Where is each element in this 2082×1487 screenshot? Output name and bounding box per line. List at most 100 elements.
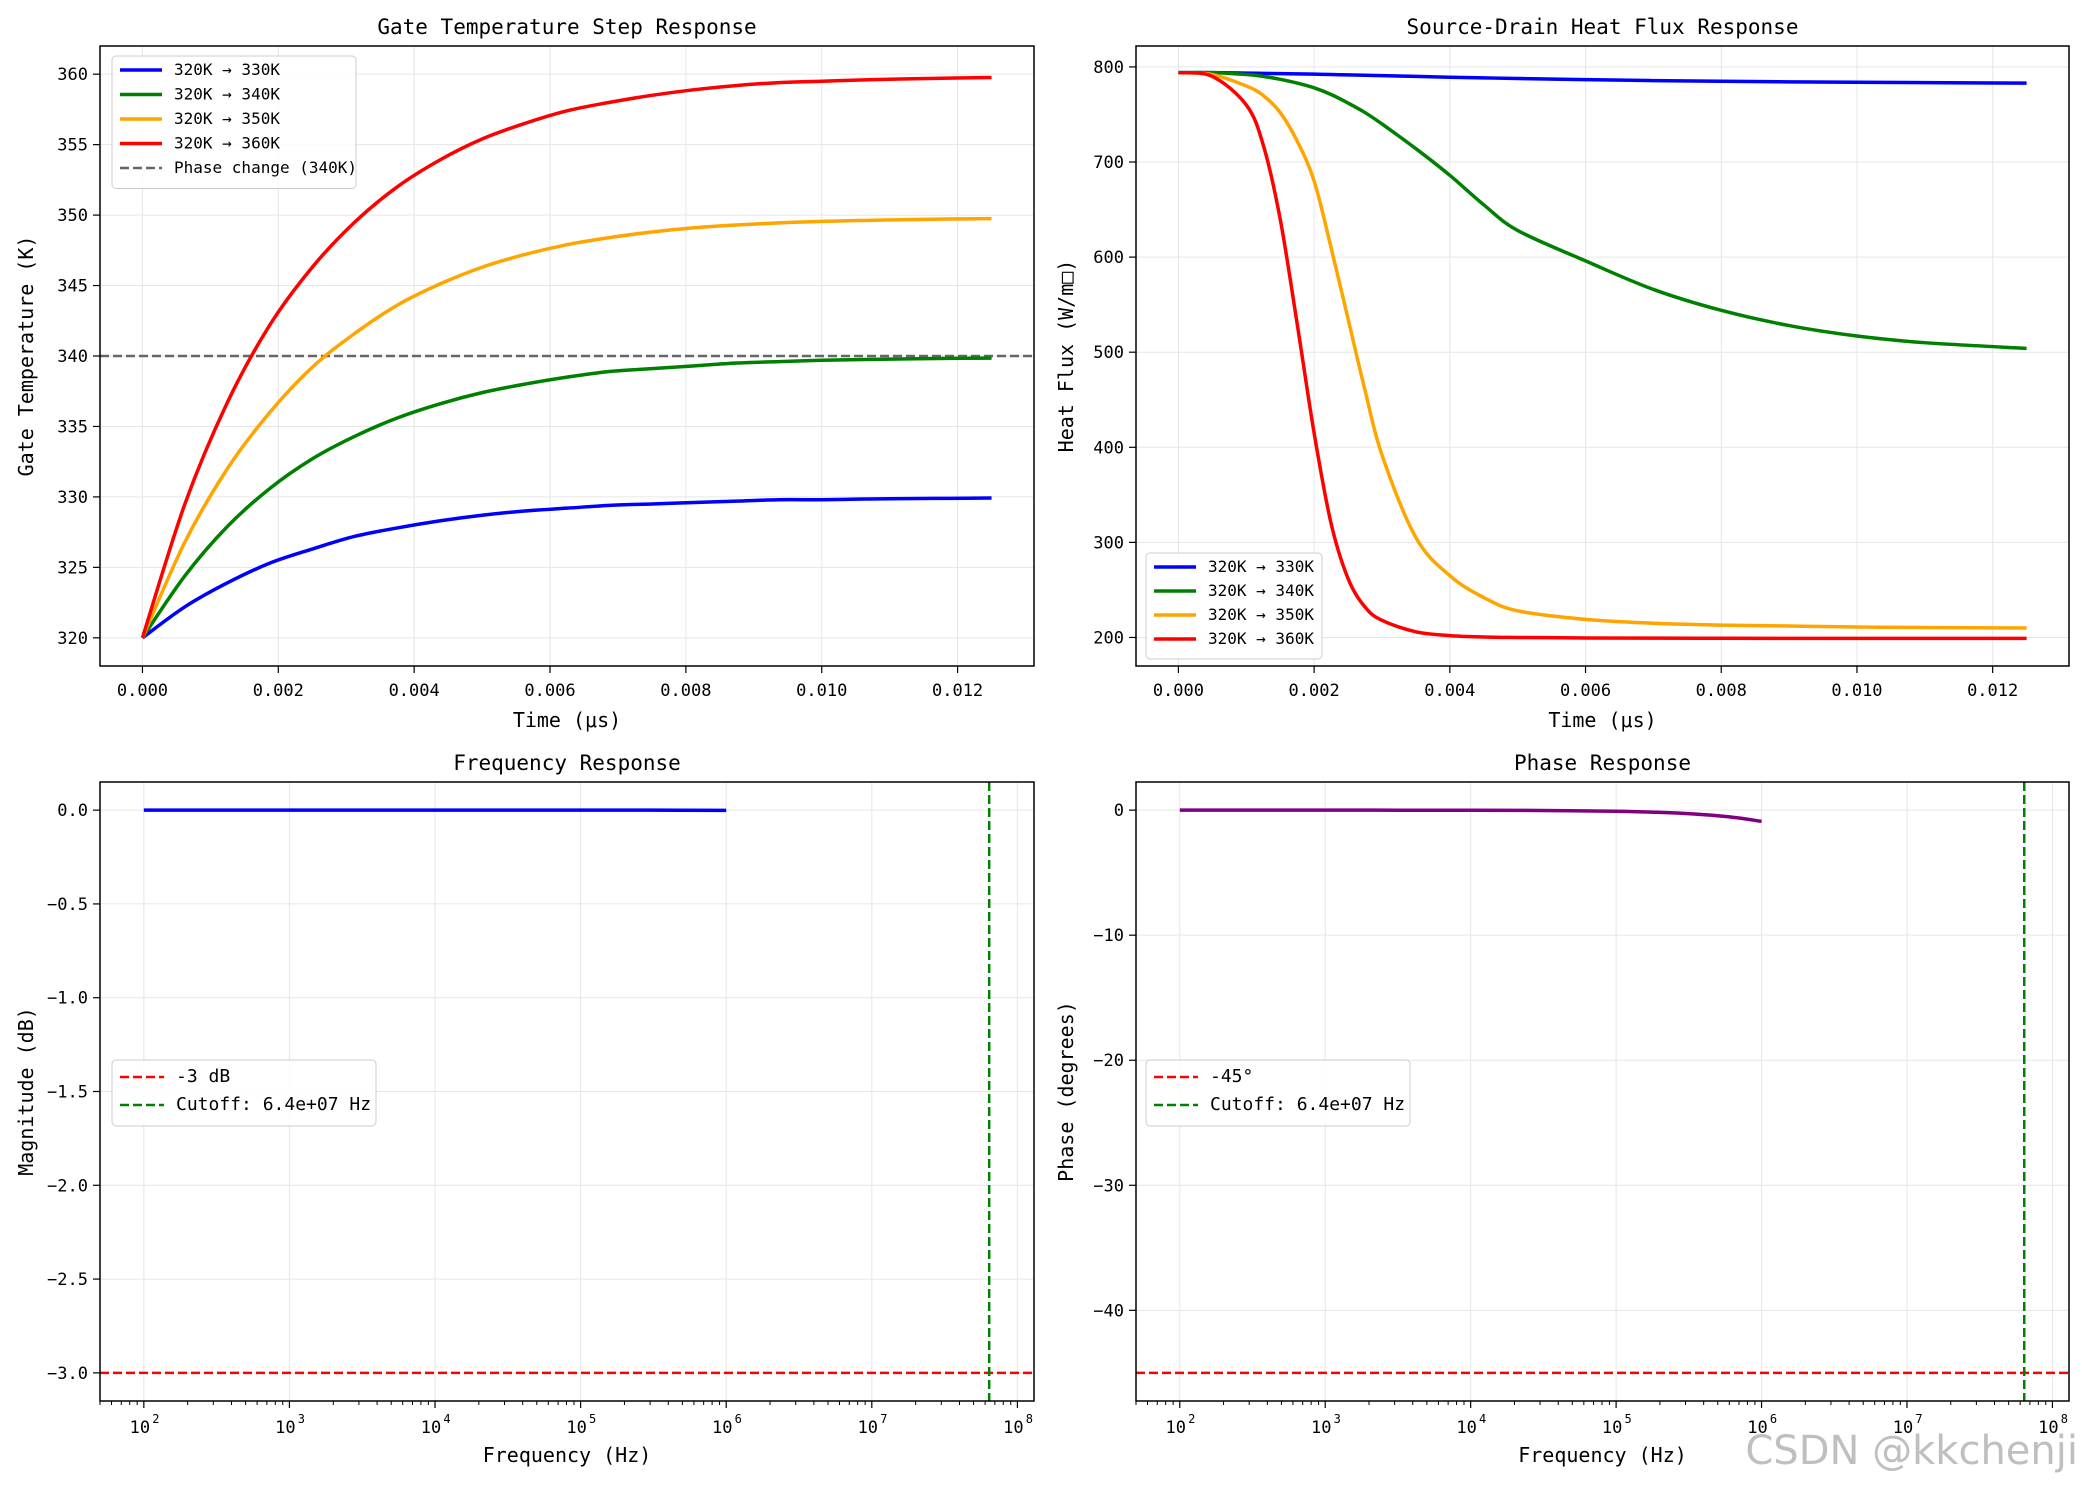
y-tick-label: 320 [57, 629, 88, 649]
series-line [1178, 72, 2026, 348]
legend-entry-label: Phase change (340K) [174, 158, 357, 177]
series-line [1178, 73, 2026, 628]
legend: -45° Cutoff: 6.4e+07 Hz [1146, 1060, 1410, 1126]
y-tick-label: 0 [1114, 801, 1124, 821]
x-tick-exponent: 7 [1915, 1412, 1922, 1426]
y-tick-label: 0.0 [57, 801, 88, 821]
y-tick-label: −2.0 [47, 1176, 88, 1196]
x-tick-label: 0.004 [1424, 681, 1475, 701]
x-tick-label: 10 [858, 1418, 878, 1438]
y-tick-label: 335 [57, 417, 88, 437]
x-axis-label: Frequency (Hz) [483, 1443, 652, 1467]
y-tick-label: 800 [1093, 58, 1124, 78]
y-tick-label: −0.5 [47, 895, 88, 915]
y-tick-label: 350 [57, 206, 88, 226]
watermark: CSDN @kkchenji [1745, 1428, 2078, 1474]
chart-title: Gate Temperature Step Response [377, 15, 756, 39]
legend-entry-label: 320K → 330K [1208, 557, 1314, 576]
x-tick-label: 0.006 [1560, 681, 1611, 701]
x-tick-exponent: 3 [298, 1412, 305, 1426]
y-tick-label: 340 [57, 347, 88, 367]
chart-title: Frequency Response [453, 751, 681, 775]
x-tick-exponent: 5 [1624, 1412, 1631, 1426]
y-axis-label: Magnitude (dB) [14, 1007, 38, 1176]
legend-entry-label: 320K → 350K [174, 109, 280, 128]
legend-entry-label: -45° [1210, 1066, 1253, 1087]
legend-entry-label: 320K → 350K [1208, 605, 1314, 624]
x-tick-label: 0.002 [1289, 681, 1340, 701]
legend-entry-label: Cutoff: 6.4e+07 Hz [1210, 1094, 1405, 1115]
legend-entry-label: Cutoff: 6.4e+07 Hz [176, 1094, 371, 1115]
y-tick-label: 345 [57, 277, 88, 297]
x-tick-label: 10 [130, 1418, 150, 1438]
x-tick-exponent: 2 [1188, 1412, 1195, 1426]
x-tick-exponent: 8 [2061, 1412, 2068, 1426]
legend-box [112, 1060, 376, 1126]
y-axis-label: Heat Flux (W/m□) [1054, 260, 1078, 453]
x-tick-label: 10 [566, 1418, 586, 1438]
y-tick-label: 300 [1093, 533, 1124, 553]
x-tick-label: 0.008 [1696, 681, 1747, 701]
x-tick-label: 10 [1311, 1418, 1331, 1438]
legend-entry-label: 320K → 360K [1208, 629, 1314, 648]
x-tick-exponent: 6 [735, 1412, 742, 1426]
x-tick-exponent: 3 [1334, 1412, 1341, 1426]
panel-2: 0.000 0.002 0.004 0.006 0.008 0.010 0.012 200 30… [1054, 15, 2069, 732]
y-tick-label: −20 [1093, 1051, 1124, 1071]
y-tick-label: 325 [57, 558, 88, 578]
legend-box [1146, 1060, 1410, 1126]
x-tick-label: 0.006 [524, 681, 575, 701]
x-tick-exponent: 4 [1479, 1412, 1486, 1426]
y-tick-label: 500 [1093, 343, 1124, 363]
y-axis-label: Phase (degrees) [1054, 1001, 1078, 1182]
x-tick-label: 0.010 [796, 681, 847, 701]
x-tick-exponent: 7 [880, 1412, 887, 1426]
legend-entry-label: -3 dB [176, 1066, 230, 1087]
x-tick-exponent: 2 [152, 1412, 159, 1426]
x-tick-label: 0.010 [1831, 681, 1882, 701]
legend-entry-label: 320K → 330K [174, 60, 280, 79]
x-tick-label: 10 [1003, 1418, 1023, 1438]
y-tick-label: −40 [1093, 1301, 1124, 1321]
x-tick-label: 0.000 [117, 681, 168, 701]
y-tick-label: 200 [1093, 628, 1124, 648]
chart-title: Source-Drain Heat Flux Response [1407, 15, 1799, 39]
x-axis-label: Time (μs) [513, 708, 621, 732]
x-tick-label: 0.004 [389, 681, 440, 701]
x-axis-label: Time (μs) [1548, 708, 1656, 732]
x-axis-label: Frequency (Hz) [1518, 1443, 1687, 1467]
y-tick-label: −2.5 [47, 1270, 88, 1290]
y-tick-label: −30 [1093, 1176, 1124, 1196]
x-tick-label: 10 [1166, 1418, 1186, 1438]
x-tick-label: 0.000 [1153, 681, 1204, 701]
y-tick-label: 360 [57, 65, 88, 85]
y-tick-label: −1.0 [47, 989, 88, 1009]
x-tick-label: 0.012 [1967, 681, 2018, 701]
y-tick-label: 400 [1093, 438, 1124, 458]
x-tick-label: 0.002 [253, 681, 304, 701]
x-tick-label: 10 [275, 1418, 295, 1438]
y-tick-label: −1.5 [47, 1083, 88, 1103]
series-line [142, 219, 991, 638]
x-tick-exponent: 4 [443, 1412, 450, 1426]
x-tick-exponent: 6 [1770, 1412, 1777, 1426]
legend: -3 dB Cutoff: 6.4e+07 Hz [112, 1060, 376, 1126]
y-tick-label: −10 [1093, 926, 1124, 946]
x-tick-exponent: 5 [589, 1412, 596, 1426]
y-tick-label: 330 [57, 488, 88, 508]
x-tick-label: 0.008 [660, 681, 711, 701]
x-tick-label: 10 [1602, 1418, 1622, 1438]
series-line [142, 498, 991, 638]
legend-entry-label: 320K → 340K [174, 85, 280, 104]
x-tick-label: 10 [1456, 1418, 1476, 1438]
y-tick-label: 600 [1093, 248, 1124, 268]
y-tick-label: −3.0 [47, 1364, 88, 1384]
y-tick-label: 355 [57, 136, 88, 156]
y-axis-label: Gate Temperature (K) [14, 236, 38, 477]
